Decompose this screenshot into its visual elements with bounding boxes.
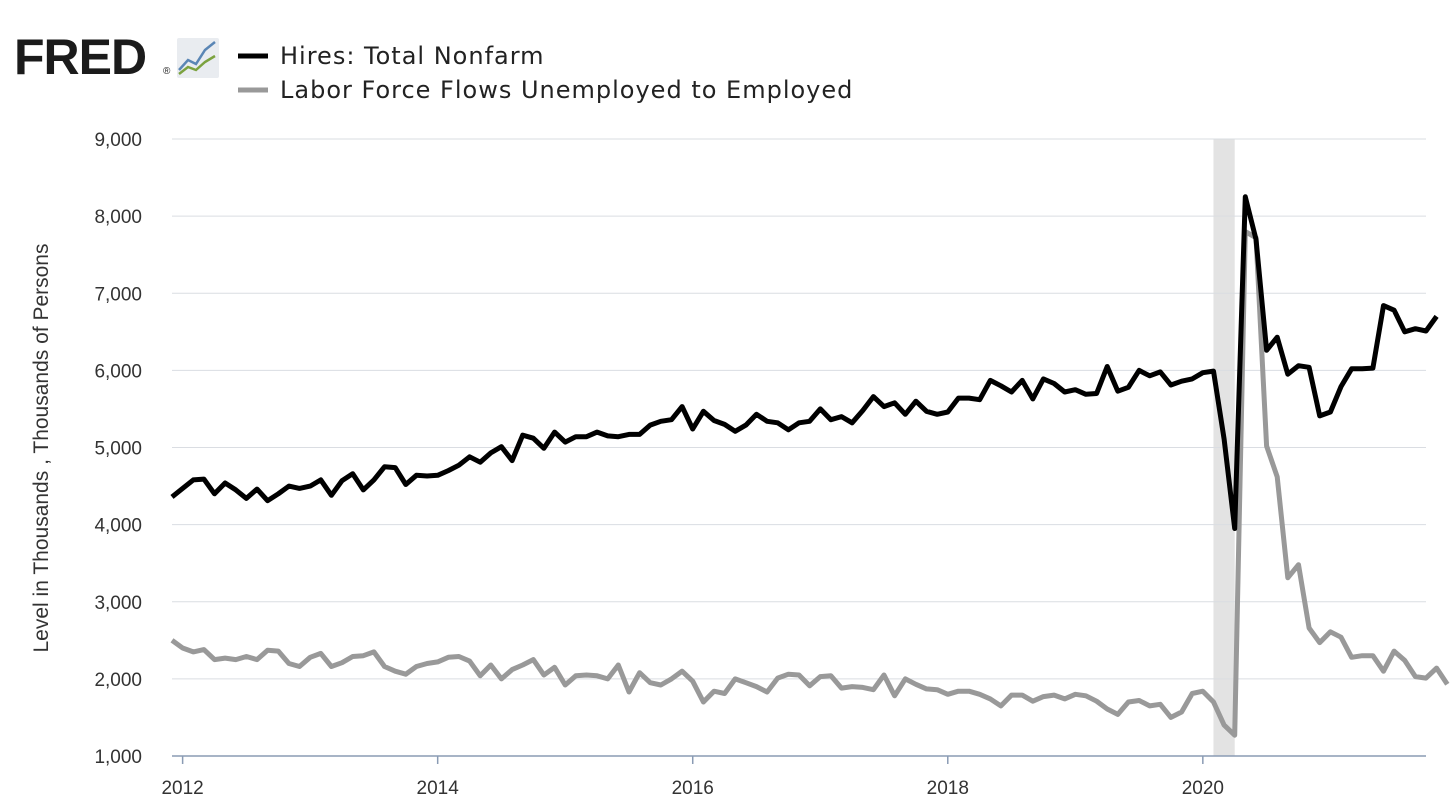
x-tick-label: 2012 (161, 778, 203, 799)
y-axis-title: Level in Thousands , Thousands of Person… (30, 244, 53, 653)
legend-item-flows[interactable]: Labor Force Flows Unemployed to Employed (238, 76, 853, 104)
series-line-hires[interactable] (170, 194, 1439, 531)
y-tick-label: 8,000 (94, 207, 142, 228)
y-tick-label: 5,000 (94, 439, 142, 460)
gridlines (172, 138, 1426, 757)
y-tick-label: 2,000 (94, 670, 142, 691)
fred-logo[interactable]: FRED ® (14, 29, 219, 85)
series-line-unemployed-to-employed[interactable] (170, 229, 1450, 738)
legend: Hires: Total Nonfarm Labor Force Flows U… (238, 42, 853, 104)
y-tick-label: 4,000 (94, 516, 142, 537)
y-tick-label: 1,000 (94, 747, 142, 768)
registered-mark: ® (163, 66, 171, 77)
y-tick-label: 9,000 (94, 130, 142, 151)
y-axis-ticks: 1,000 2,000 3,000 4,000 5,000 6,000 7,000 8,000… (94, 130, 142, 768)
x-tick-label: 2018 (927, 778, 969, 799)
legend-label-hires: Hires: Total Nonfarm (280, 42, 545, 70)
x-tick-label: 2016 (672, 778, 714, 799)
x-tick-label: 2020 (1182, 778, 1224, 799)
x-axis-ticks: 2012 2014 2016 2018 2020 (161, 756, 1224, 799)
legend-item-hires[interactable]: Hires: Total Nonfarm (238, 42, 545, 70)
line-graph-icon (177, 38, 219, 78)
x-tick-label: 2014 (417, 778, 460, 799)
logo-text: FRED (14, 29, 146, 85)
series-lines (170, 194, 1450, 738)
legend-label-flows: Labor Force Flows Unemployed to Employed (280, 76, 853, 104)
y-tick-label: 7,000 (94, 284, 142, 305)
y-tick-label: 3,000 (94, 593, 142, 614)
y-tick-label: 6,000 (94, 361, 142, 382)
